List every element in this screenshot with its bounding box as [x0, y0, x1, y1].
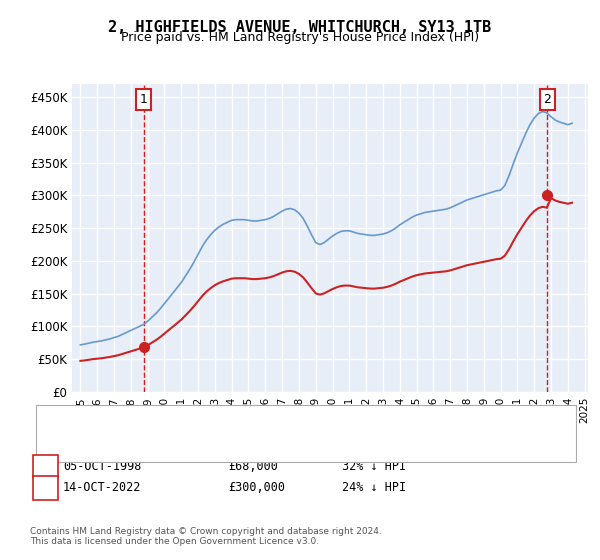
Text: £68,000: £68,000	[228, 460, 278, 473]
Text: 05-OCT-1998: 05-OCT-1998	[63, 460, 142, 473]
Text: HPI: Average price, detached house, Shropshire: HPI: Average price, detached house, Shro…	[81, 435, 368, 445]
Text: 14-OCT-2022: 14-OCT-2022	[63, 481, 142, 494]
Text: £300,000: £300,000	[228, 481, 285, 494]
Text: 2, HIGHFIELDS AVENUE, WHITCHURCH, SY13 1TB (detached house): 2, HIGHFIELDS AVENUE, WHITCHURCH, SY13 1…	[81, 414, 450, 424]
Text: Price paid vs. HM Land Registry's House Price Index (HPI): Price paid vs. HM Land Registry's House …	[121, 31, 479, 44]
Text: ———: ———	[48, 432, 89, 447]
Text: Contains HM Land Registry data © Crown copyright and database right 2024.
This d: Contains HM Land Registry data © Crown c…	[30, 526, 382, 546]
Text: 32% ↓ HPI: 32% ↓ HPI	[342, 460, 406, 473]
Text: 1: 1	[42, 461, 49, 472]
Text: 2: 2	[544, 93, 551, 106]
Text: 24% ↓ HPI: 24% ↓ HPI	[342, 481, 406, 494]
Text: 2, HIGHFIELDS AVENUE, WHITCHURCH, SY13 1TB: 2, HIGHFIELDS AVENUE, WHITCHURCH, SY13 1…	[109, 20, 491, 35]
Text: 2: 2	[42, 483, 49, 493]
Text: ———: ———	[48, 412, 89, 426]
Text: 1: 1	[140, 93, 148, 106]
